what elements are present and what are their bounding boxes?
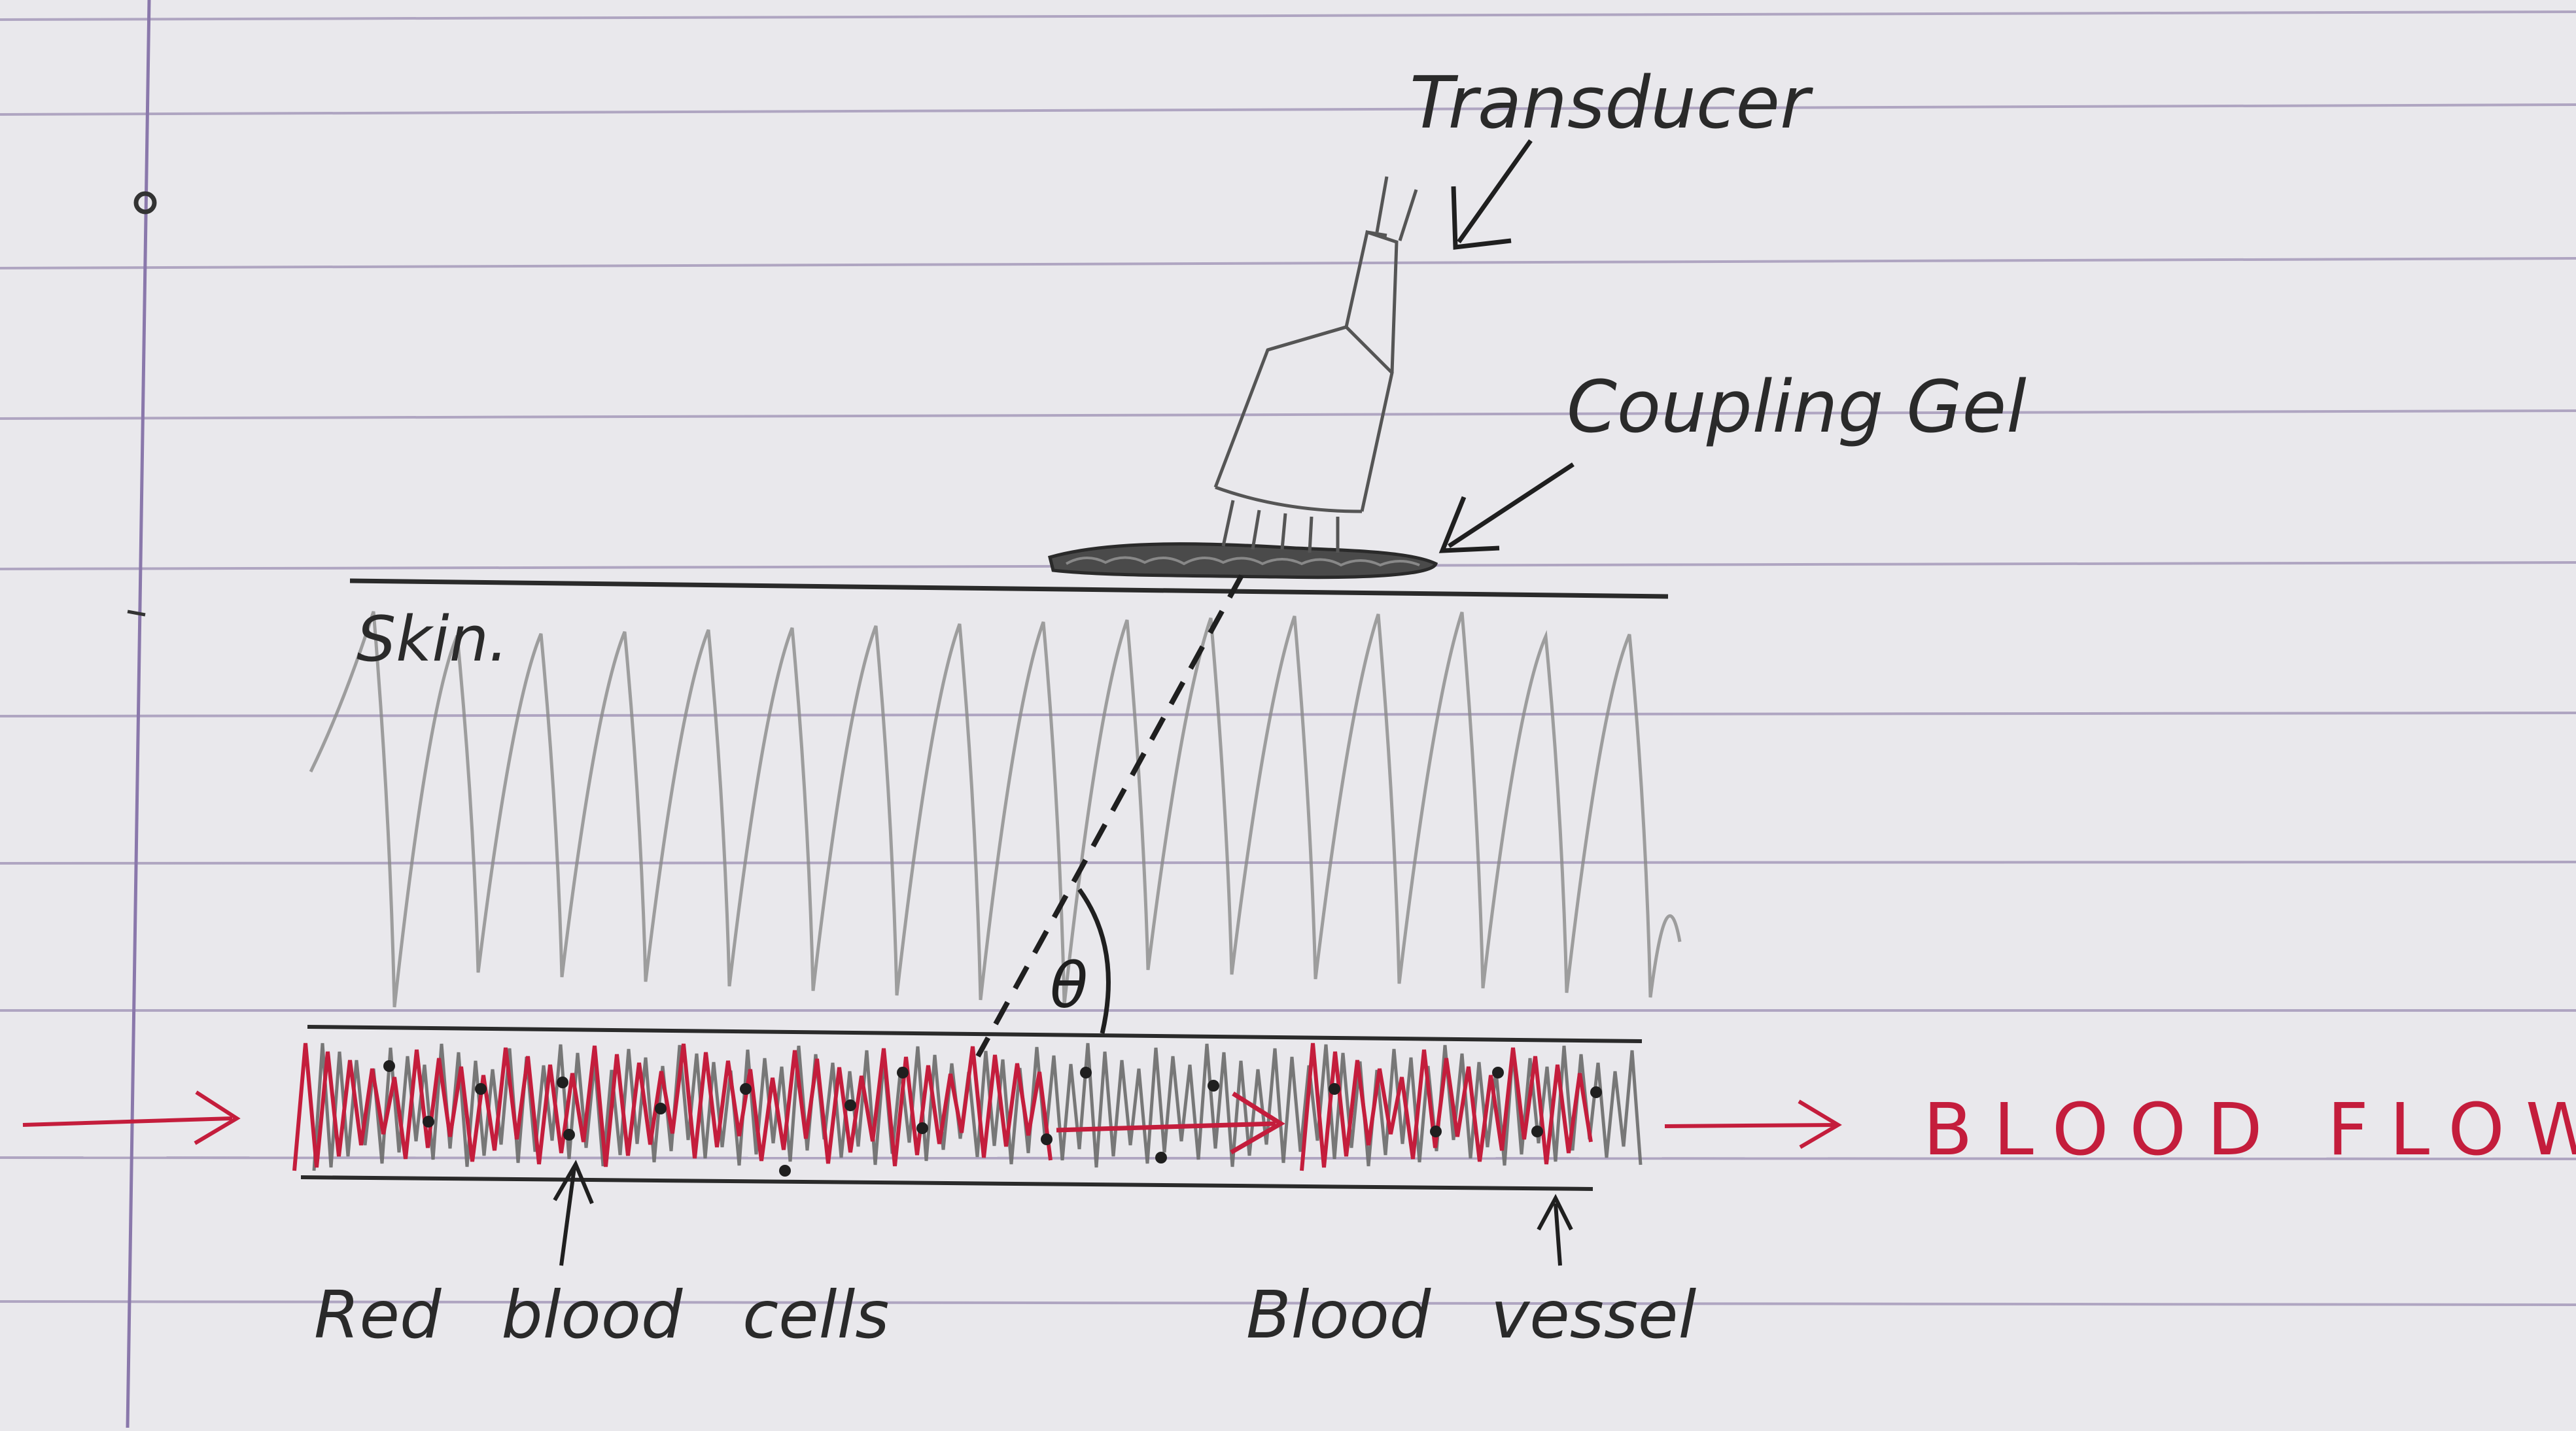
skin-shading xyxy=(309,611,1682,1008)
red-blood-cell xyxy=(1208,1080,1219,1092)
gel-pointer-arrow xyxy=(1438,462,1575,553)
red-blood-cell xyxy=(423,1116,434,1128)
blood-flow-label: BLOOD FLOW. xyxy=(1923,1088,2576,1171)
red-blood-cell xyxy=(557,1077,568,1088)
red-blood-cell xyxy=(897,1067,909,1078)
red-blood-cell xyxy=(1329,1083,1340,1095)
red-blood-cell xyxy=(655,1103,667,1114)
red-blood-cell xyxy=(1590,1086,1602,1098)
margin-line xyxy=(126,0,151,1428)
skin-label: Skin. xyxy=(357,604,508,676)
red-blood-cell xyxy=(916,1122,928,1134)
skin-shading-stroke xyxy=(309,611,1682,1008)
vessel-hatch-red-stroke-1 xyxy=(292,1043,1053,1171)
vessel-flow-arrow xyxy=(1056,1092,1285,1155)
coupling-gel-texture xyxy=(1066,556,1420,567)
rbc-pointer-arrow xyxy=(553,1160,594,1266)
red-blood-cell xyxy=(779,1165,791,1177)
vessel-top-wall xyxy=(307,1025,1643,1043)
red-blood-cell xyxy=(475,1083,487,1095)
theta-label: θ xyxy=(1050,950,1088,1022)
vessel-bottom-wall xyxy=(300,1175,1593,1191)
transducer-probe xyxy=(1213,176,1418,553)
angle-arc xyxy=(1077,888,1111,1034)
vessel-pointer-arrow xyxy=(1537,1194,1573,1266)
vessel-hatching-gray xyxy=(312,1043,1643,1171)
red-blood-cell xyxy=(1531,1126,1543,1137)
coupling-gel-label: Coupling Gel xyxy=(1567,365,2027,449)
red-blood-cell xyxy=(1492,1067,1504,1078)
red-blood-cell xyxy=(844,1099,856,1111)
blood-vessel-label: Blood vessel xyxy=(1246,1277,1696,1353)
vessel-hatching-red xyxy=(292,1043,1593,1171)
vessel-hatch-gray-stroke xyxy=(312,1043,1643,1171)
red-blood-cells xyxy=(383,1060,1602,1177)
ruled-lines xyxy=(0,10,2576,1306)
red-blood-cell xyxy=(1430,1126,1442,1137)
transducer-label: Transducer xyxy=(1410,61,1813,145)
outflow-arrow xyxy=(1664,1099,1842,1149)
red-blood-cell xyxy=(1041,1133,1053,1145)
red-blood-cell xyxy=(563,1129,575,1141)
margin-tick xyxy=(127,610,146,617)
inflow-arrow xyxy=(22,1090,241,1145)
red-blood-cell xyxy=(383,1060,395,1072)
vessel-hatch-red-stroke-2 xyxy=(1300,1043,1593,1171)
binder-mark xyxy=(133,191,157,215)
ultrasound-beam-line xyxy=(975,574,1244,1058)
red-blood-cell xyxy=(1080,1067,1092,1078)
red-blood-cells-label: Red blood cells xyxy=(314,1277,889,1353)
transducer-pointer-arrow xyxy=(1451,139,1533,250)
skin-surface-line xyxy=(349,578,1669,599)
red-blood-cell xyxy=(1155,1152,1167,1164)
red-blood-cell xyxy=(740,1083,752,1095)
